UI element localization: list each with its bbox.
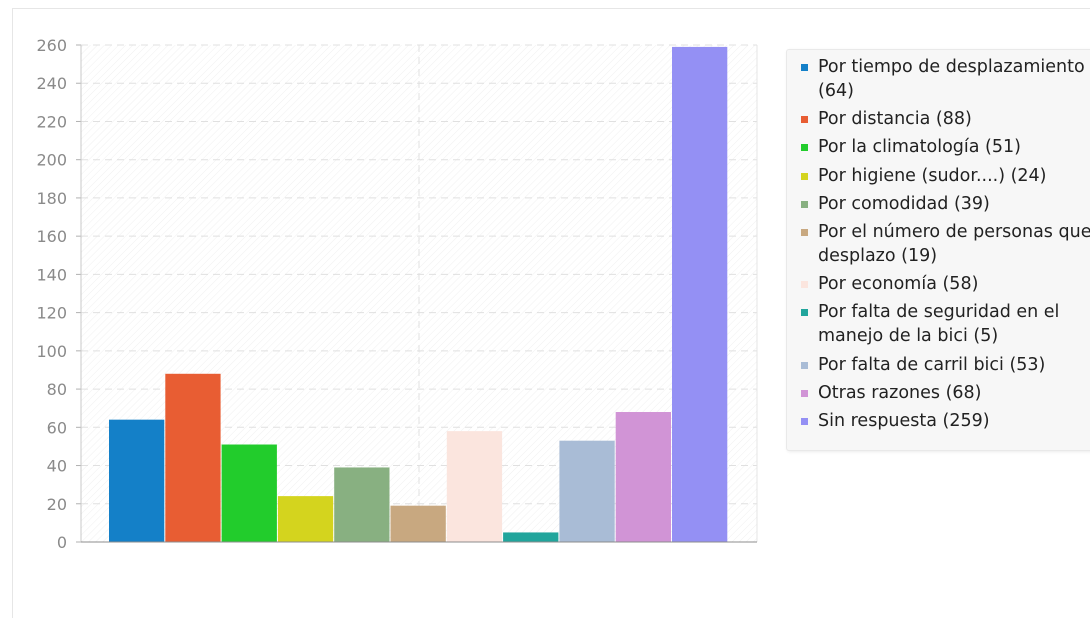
legend-label: Sin respuesta (259) — [818, 410, 990, 431]
legend-swatch — [801, 228, 808, 236]
chart-panel: 0 20 40 60 80 100 120 140 160 180 200 220 240 260 Por… — [12, 8, 1090, 618]
y-tick-label: 220 — [36, 112, 67, 131]
y-tick-label: 120 — [36, 304, 67, 323]
bar[interactable] — [277, 496, 334, 542]
y-tick-label: 100 — [36, 342, 67, 361]
legend: Por tiempo de desplazamiento (64) Por dis… — [786, 49, 1090, 451]
legend-swatch — [801, 389, 808, 397]
legend-swatch — [801, 144, 808, 152]
legend-label: Por higiene (sudor....) (24) — [818, 165, 1047, 186]
axes — [76, 44, 758, 543]
bar[interactable] — [334, 467, 390, 542]
legend-swatch — [801, 281, 808, 289]
y-tick-label: 160 — [36, 227, 67, 246]
legend-swatch — [801, 200, 808, 208]
legend-swatch — [801, 64, 808, 71]
bar[interactable] — [390, 505, 446, 542]
bar[interactable] — [615, 412, 671, 542]
y-tick-label: 240 — [36, 74, 67, 93]
y-axis-tick-labels: 0 20 40 60 80 100 120 140 160 180 200 220 240 260 — [36, 36, 67, 552]
y-tick-label: 260 — [36, 36, 67, 55]
legend-item[interactable]: Por distancia (88) — [799, 107, 1090, 131]
legend-item[interactable]: Otras razones (68) — [799, 381, 1090, 405]
bar[interactable] — [165, 373, 221, 542]
legend-swatch — [801, 361, 808, 369]
legend-item[interactable]: Por economía (58) — [799, 272, 1090, 296]
y-tick-label: 20 — [47, 495, 67, 514]
legend-item[interactable]: Por comodidad (39) — [799, 192, 1090, 216]
legend-swatch — [801, 417, 808, 425]
y-tick-label: 80 — [47, 380, 67, 399]
legend-label: Por economía (58) — [818, 274, 979, 295]
chart-svg: 0 20 40 60 80 100 120 140 160 180 200 220 240 260 — [36, 36, 758, 552]
bar[interactable] — [559, 440, 615, 542]
y-tick-label: 40 — [47, 457, 67, 476]
legend-item[interactable]: Por la climatología (51) — [799, 135, 1090, 159]
legend-swatch — [801, 172, 808, 180]
legend-label: Por distancia (88) — [818, 109, 972, 130]
legend-item[interactable]: Por falta de seguridad en el manejo de l… — [799, 300, 1090, 348]
legend-label: Por el número de personas que desplazo (… — [818, 221, 1090, 266]
legend-item[interactable]: Sin respuesta (259) — [799, 409, 1090, 433]
legend-label: Por comodidad (39) — [818, 193, 990, 214]
bar[interactable] — [503, 532, 559, 542]
bar[interactable] — [109, 419, 165, 542]
legend-label: Por la climatología (51) — [818, 137, 1021, 158]
y-tick-label: 180 — [36, 189, 67, 208]
legend-label: Por tiempo de desplazamiento (64) — [818, 57, 1085, 101]
y-tick-label: 60 — [47, 418, 67, 437]
y-tick-label: 200 — [36, 151, 67, 170]
bars — [109, 46, 728, 543]
legend-item[interactable]: Por el número de personas que desplazo (… — [799, 220, 1090, 268]
legend-item[interactable]: Por higiene (sudor....) (24) — [799, 164, 1090, 188]
legend-swatch — [801, 116, 808, 124]
legend-item[interactable]: Por falta de carril bici (53) — [799, 353, 1090, 377]
legend-label: Por falta de carril bici (53) — [818, 354, 1046, 375]
legend-item[interactable]: Por tiempo de desplazamiento (64) — [799, 55, 1090, 103]
legend-swatch — [801, 309, 808, 317]
legend-label: Otras razones (68) — [818, 382, 982, 403]
bar[interactable] — [221, 444, 277, 542]
bar[interactable] — [672, 46, 728, 543]
legend-label: Por falta de seguridad en el manejo de l… — [818, 302, 1060, 347]
y-tick-label: 0 — [57, 533, 67, 552]
bar[interactable] — [446, 431, 503, 542]
y-tick-label: 140 — [36, 265, 67, 284]
